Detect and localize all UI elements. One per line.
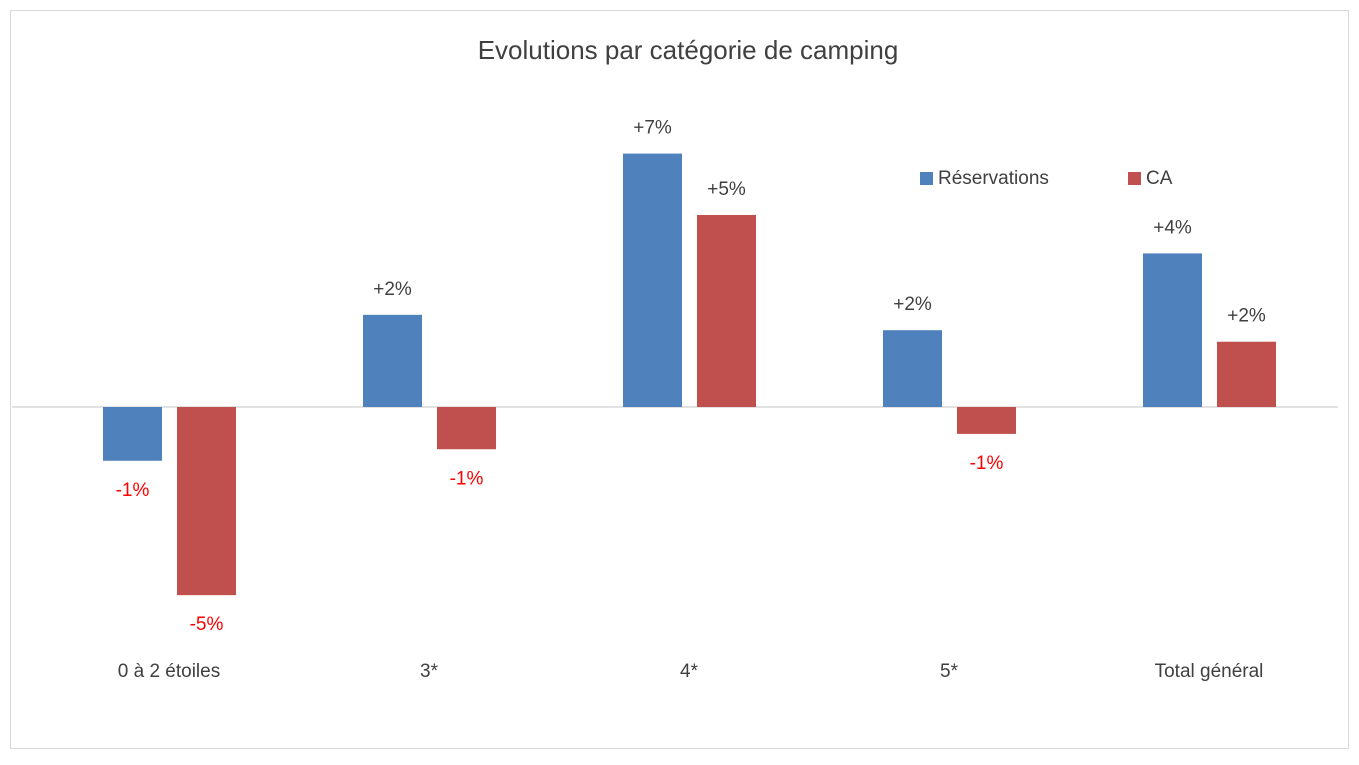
data-label: +5% xyxy=(707,179,746,200)
data-label: -5% xyxy=(190,614,224,635)
data-label: -1% xyxy=(970,453,1004,474)
data-label: -1% xyxy=(116,480,150,501)
bar xyxy=(437,407,496,450)
data-label: -1% xyxy=(450,468,484,489)
data-label: +2% xyxy=(893,294,932,315)
chart-title: Evolutions par catégorie de camping xyxy=(478,35,899,65)
x-tick-label: 0 à 2 étoiles xyxy=(118,661,220,682)
bar xyxy=(623,153,682,407)
data-label: +2% xyxy=(1227,306,1266,327)
legend-label: Réservations xyxy=(938,168,1049,189)
x-tick-label: Total général xyxy=(1155,661,1264,682)
bar xyxy=(1217,341,1276,407)
legend-swatch xyxy=(920,172,933,185)
bar xyxy=(1143,253,1202,407)
bar xyxy=(103,407,162,461)
bar xyxy=(697,215,756,407)
data-label: +7% xyxy=(633,118,672,139)
bar xyxy=(883,330,942,407)
bar xyxy=(957,407,1016,434)
legend-label: CA xyxy=(1146,168,1173,189)
legend-swatch xyxy=(1128,172,1141,185)
x-tick-label: 4* xyxy=(680,661,699,682)
bar xyxy=(363,314,422,407)
x-tick-label: 3* xyxy=(420,661,439,682)
x-tick-label: 5* xyxy=(940,661,959,682)
bar xyxy=(177,407,236,596)
data-label: +2% xyxy=(373,279,412,300)
data-label: +4% xyxy=(1153,217,1192,238)
